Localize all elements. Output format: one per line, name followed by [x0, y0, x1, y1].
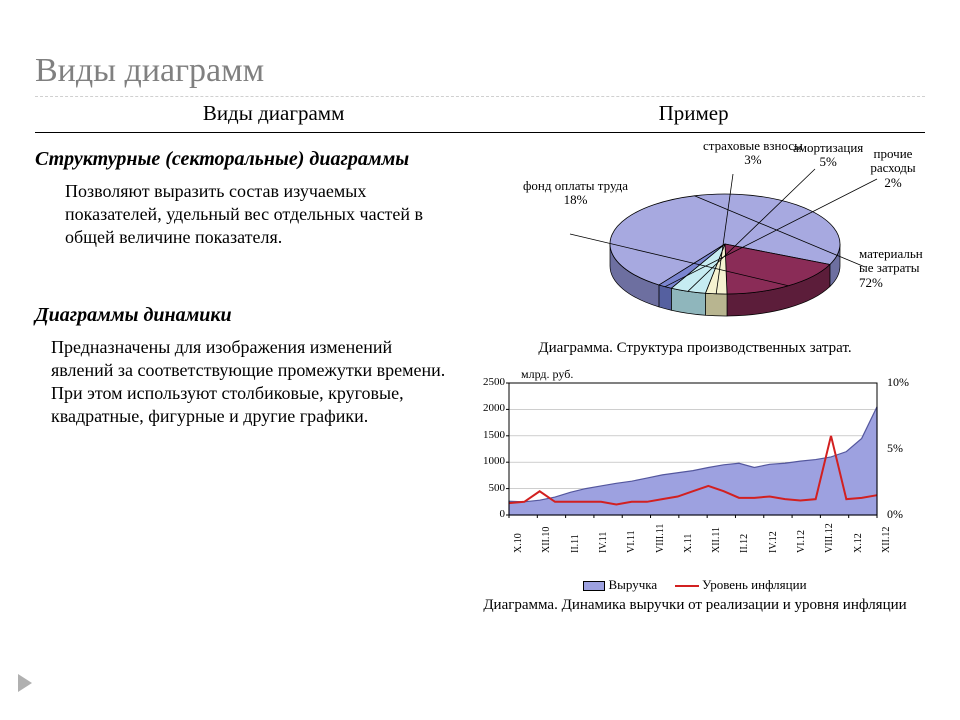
- pie-label-amort: амортизация5%: [793, 141, 863, 170]
- x-tick: II.12: [739, 534, 750, 553]
- y2-tick: 10%: [887, 375, 909, 390]
- legend-area: Выручка: [583, 577, 657, 593]
- right-column: амортизация5% страховые взносы3% фонд оп…: [465, 139, 925, 614]
- y-tick: 1000: [471, 455, 505, 467]
- y2-tick: 5%: [887, 441, 903, 456]
- x-tick: X.12: [853, 533, 864, 553]
- y2-tick: 0%: [887, 507, 903, 522]
- nav-arrow-icon: [18, 674, 32, 692]
- y-tick: 500: [471, 482, 505, 494]
- section2-body: Предназначены для изображения изменений …: [51, 336, 455, 428]
- x-tick: VI.11: [626, 530, 637, 553]
- pie-label-fund: фонд оплаты труда18%: [523, 179, 628, 208]
- left-column: Структурные (секторальные) диаграммы Поз…: [35, 139, 465, 614]
- y-tick: 2500: [471, 376, 505, 388]
- legend: Выручка Уровень инфляции: [465, 577, 925, 593]
- x-tick: II.11: [570, 534, 581, 553]
- x-tick: VIII.12: [824, 523, 835, 553]
- line-chart: млрд. руб. 05001000150020002500 0%5%10% …: [465, 365, 925, 575]
- col-header-left: Виды диаграмм: [35, 101, 462, 126]
- x-tick: XII.12: [881, 527, 892, 553]
- pie-label-insurance: страховые взносы3%: [703, 139, 803, 168]
- slide: Виды диаграмм Виды диаграмм Пример Струк…: [0, 0, 960, 720]
- x-tick: X.11: [683, 534, 694, 553]
- pie-label-other: прочие расходы2%: [861, 147, 925, 190]
- x-tick: IV.11: [598, 532, 609, 553]
- col-header-right: Пример: [462, 101, 925, 126]
- header-rule: [35, 132, 925, 133]
- line-caption: Диаграмма. Динамика выручки от реализаци…: [465, 597, 925, 614]
- x-tick: XII.10: [541, 527, 552, 553]
- x-tick: VIII.11: [655, 524, 666, 553]
- title-rule: [35, 96, 925, 97]
- pie-caption: Диаграмма. Структура производственных за…: [465, 340, 925, 357]
- pie-chart: амортизация5% страховые взносы3% фонд оп…: [465, 139, 925, 334]
- y-tick: 1500: [471, 429, 505, 441]
- section1-body: Позволяют выразить состав изучаемых пока…: [65, 180, 455, 249]
- legend-line: Уровень инфляции: [675, 577, 806, 593]
- y-tick: 2000: [471, 402, 505, 414]
- content: Структурные (секторальные) диаграммы Поз…: [35, 139, 925, 614]
- table-header-row: Виды диаграмм Пример: [35, 101, 925, 126]
- page-title: Виды диаграмм: [35, 52, 925, 90]
- x-tick: X.10: [513, 533, 524, 553]
- pie-label-material: материальн ые затраты72%: [859, 247, 923, 290]
- x-tick: XII.11: [711, 527, 722, 553]
- section2-heading: Диаграммы динамики: [35, 303, 455, 328]
- x-tick: VI.12: [796, 530, 807, 553]
- section1-heading: Структурные (секторальные) диаграммы: [35, 147, 455, 172]
- y-tick: 0: [471, 508, 505, 520]
- x-tick: IV.12: [768, 531, 779, 553]
